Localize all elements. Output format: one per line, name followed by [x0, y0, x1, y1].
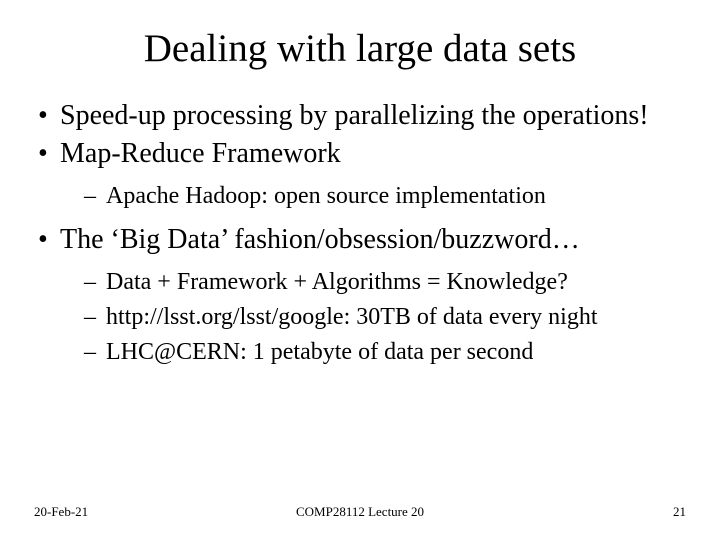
bullet-text: The ‘Big Data’ fashion/obsession/buzzwor…	[60, 224, 580, 255]
sub-bullet-item: LHC@CERN: 1 petabyte of data per second	[60, 337, 686, 368]
bullet-item: Speed-up processing by parallelizing the…	[36, 99, 686, 133]
sub-bullet-text: http://lsst.org/lsst/google: 30TB of dat…	[106, 304, 598, 330]
bullet-item: Map-Reduce Framework Apache Hadoop: open…	[36, 137, 686, 212]
footer-pagenum: 21	[673, 504, 686, 520]
bullet-item: The ‘Big Data’ fashion/obsession/buzzwor…	[36, 223, 686, 369]
slide-title: Dealing with large data sets	[34, 26, 686, 71]
slide-body: Speed-up processing by parallelizing the…	[34, 99, 686, 368]
bullet-text: Speed-up processing by parallelizing the…	[60, 100, 649, 131]
sub-bullet-list: Data + Framework + Algorithms = Knowledg…	[60, 267, 686, 369]
bullet-text: Map-Reduce Framework	[60, 138, 341, 169]
sub-bullet-item: http://lsst.org/lsst/google: 30TB of dat…	[60, 302, 686, 333]
slide: Dealing with large data sets Speed-up pr…	[0, 0, 720, 540]
sub-bullet-item: Apache Hadoop: open source implementatio…	[60, 181, 686, 212]
sub-bullet-item: Data + Framework + Algorithms = Knowledg…	[60, 267, 686, 298]
slide-footer: 20-Feb-21 COMP28112 Lecture 20 21	[34, 504, 686, 520]
sub-bullet-text: LHC@CERN: 1 petabyte of data per second	[106, 339, 533, 365]
footer-center: COMP28112 Lecture 20	[296, 504, 424, 520]
bullet-list: Speed-up processing by parallelizing the…	[36, 99, 686, 368]
footer-date: 20-Feb-21	[34, 504, 88, 520]
sub-bullet-text: Apache Hadoop: open source implementatio…	[106, 183, 546, 209]
sub-bullet-text: Data + Framework + Algorithms = Knowledg…	[106, 269, 568, 295]
sub-bullet-list: Apache Hadoop: open source implementatio…	[60, 181, 686, 212]
